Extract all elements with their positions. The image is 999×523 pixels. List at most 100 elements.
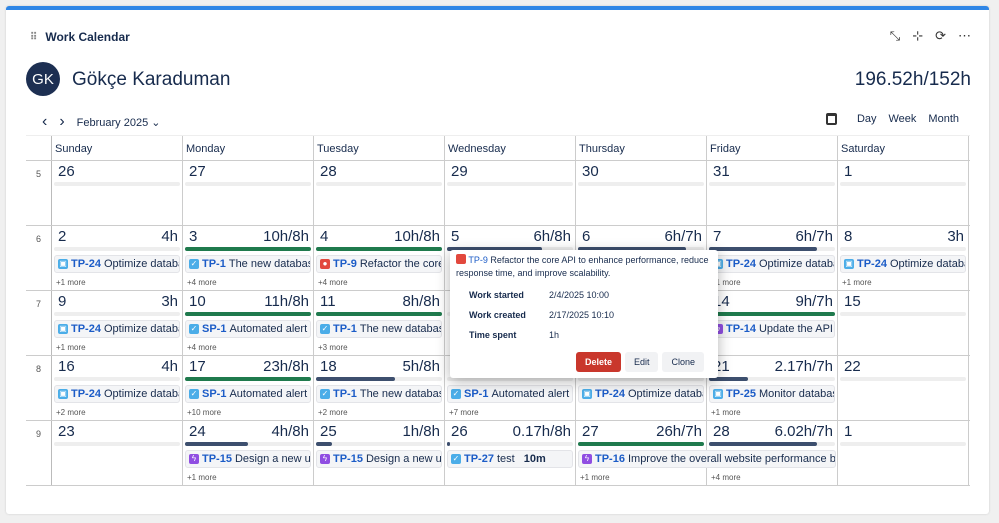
hours-progress-bar (316, 312, 442, 316)
more-options-icon[interactable]: ⋯ (958, 28, 971, 43)
day-cell[interactable]: 21 2.17h/7h ▣ TP-25 Monitor databas +1 more (707, 356, 838, 420)
worklog-item[interactable]: ✓ TP-27 test 10m (447, 450, 573, 468)
day-hours: 10h/8h (263, 228, 309, 245)
day-cell[interactable]: 22 (838, 356, 969, 420)
worklog-item[interactable]: ✓ TP-1 The new database (185, 255, 311, 273)
issue-key: TP-15 (333, 453, 363, 465)
day-cell[interactable]: 29 (445, 161, 576, 225)
day-cell[interactable]: ▣ TP-24 Optimize databa (576, 356, 707, 420)
day-number: 22 (844, 358, 861, 375)
issue-title: Optimize databa (627, 388, 704, 400)
more-link[interactable]: +1 more (187, 473, 217, 482)
day-cell[interactable]: 8 3h ▣ TP-24 Optimize databa +1 more (838, 226, 969, 290)
more-link[interactable]: +1 more (842, 278, 872, 287)
day-number: 9 (58, 293, 67, 310)
worklog-item[interactable]: ▣ TP-24 Optimize databa (54, 320, 180, 338)
next-month-button[interactable]: › (59, 113, 65, 130)
prev-month-button[interactable]: ‹ (42, 113, 48, 130)
more-link[interactable]: +1 more (711, 278, 741, 287)
day-cell[interactable]: 28 (314, 161, 445, 225)
more-link[interactable]: +7 more (449, 408, 479, 417)
day-cell[interactable]: 28 6.02h/7h +4 more (707, 421, 838, 485)
day-cell[interactable]: 26 0.17h/8h ✓ TP-27 test 10m (445, 421, 576, 485)
epic-icon: ϟ (189, 454, 199, 464)
week-number: 9 (26, 421, 52, 485)
more-link[interactable]: +2 more (56, 408, 86, 417)
worklog-item[interactable]: ✓ TP-1 The new database (316, 320, 442, 338)
month-selector[interactable]: February 2025 ⌄ (76, 116, 161, 129)
calendar-icon[interactable] (825, 113, 837, 125)
view-month[interactable]: Month (928, 113, 959, 125)
more-link[interactable]: +4 more (187, 278, 217, 287)
worklog-item[interactable]: ϟ TP-16 Improve the overall website perfor… (578, 450, 836, 468)
day-cell[interactable]: 15 (838, 291, 969, 355)
worklog-item[interactable]: ✓ TP-1 The new database (316, 385, 442, 403)
worklog-item[interactable]: ▣ TP-24 Optimize databa (54, 255, 180, 273)
hours-progress-bar (840, 377, 966, 381)
worklog-item[interactable]: ▣ TP-24 Optimize databa (840, 255, 966, 273)
subtask-icon: ▣ (713, 389, 723, 399)
day-cell[interactable]: 18 5h/8h ✓ TP-1 The new database +2 more (314, 356, 445, 420)
day-cell[interactable]: 3 10h/8h ✓ TP-1 The new database +4 more (183, 226, 314, 290)
worklog-item[interactable]: ▣ TP-24 Optimize databa (54, 385, 180, 403)
more-link[interactable]: +2 more (318, 408, 348, 417)
issue-key: SP-1 (202, 323, 227, 335)
day-cell[interactable]: 27 (183, 161, 314, 225)
issue-key: SP-1 (464, 388, 489, 400)
more-link[interactable]: +1 more (580, 473, 610, 482)
clone-button[interactable]: Clone (662, 352, 704, 372)
more-link[interactable]: +4 more (318, 278, 348, 287)
day-cell[interactable]: 1 (838, 161, 969, 225)
day-cell[interactable]: 23 (52, 421, 183, 485)
issue-title: Automated alert sy (229, 323, 310, 335)
drag-handle-icon[interactable]: ⠿ (30, 31, 38, 43)
day-cell[interactable]: 30 (576, 161, 707, 225)
collapse-icon[interactable]: ⊹ (912, 28, 924, 43)
more-link[interactable]: +1 more (56, 278, 86, 287)
day-cell[interactable]: 16 4h ▣ TP-24 Optimize databa +2 more (52, 356, 183, 420)
worklog-item[interactable]: ▣ TP-24 Optimize databa (578, 385, 704, 403)
day-cell[interactable]: 9 3h ▣ TP-24 Optimize databa +1 more (52, 291, 183, 355)
popup-issue-key[interactable]: TP-9 (468, 255, 488, 265)
hours-progress-bar (578, 247, 704, 251)
more-link[interactable]: +10 more (187, 408, 222, 417)
day-number: 11 (320, 293, 336, 310)
more-link[interactable]: +3 more (318, 343, 348, 352)
more-link[interactable]: +4 more (187, 343, 217, 352)
day-cell[interactable]: 2 4h ▣ TP-24 Optimize databa +1 more (52, 226, 183, 290)
day-cell[interactable]: 31 (707, 161, 838, 225)
worklog-item[interactable]: ▣ TP-25 Monitor databas (709, 385, 835, 403)
edit-button[interactable]: Edit (624, 352, 659, 372)
issue-key: SP-1 (202, 388, 227, 400)
day-cell[interactable]: 11 8h/8h ✓ TP-1 The new database +3 more (314, 291, 445, 355)
more-link[interactable]: +1 more (711, 408, 741, 417)
day-cell[interactable]: 27 26h/7h ϟ TP-16 Improve the overall websit… (576, 421, 836, 485)
view-day[interactable]: Day (856, 113, 877, 125)
user-name: Gökçe Karaduman (72, 69, 231, 90)
minimize-icon[interactable]: ⤡ (889, 28, 901, 43)
day-cell[interactable]: 7 6h/7h ▣ TP-24 Optimize databa +1 more (707, 226, 838, 290)
day-cell[interactable]: 1 (838, 421, 969, 485)
day-cell[interactable]: 26 (52, 161, 183, 225)
refresh-icon[interactable]: ⟳ (935, 28, 946, 43)
more-link[interactable]: +4 more (711, 473, 741, 482)
delete-button[interactable]: Delete (575, 352, 621, 372)
view-week[interactable]: Week (888, 113, 917, 125)
worklog-item[interactable]: ▣ TP-24 Optimize databa (709, 255, 835, 273)
day-number: 17 (189, 358, 206, 375)
more-link[interactable]: +1 more (56, 343, 86, 352)
